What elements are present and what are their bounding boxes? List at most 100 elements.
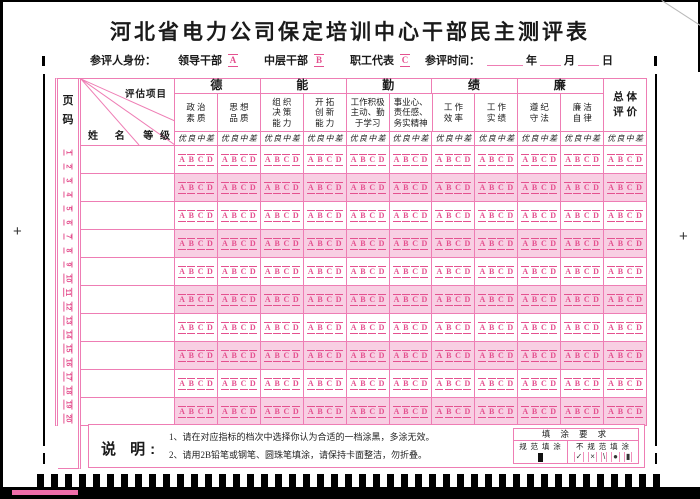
bubble-D[interactable]: D: [377, 321, 386, 334]
bubble-A[interactable]: A: [564, 237, 573, 250]
bubble-B[interactable]: B: [401, 265, 410, 278]
bubble-D[interactable]: D: [205, 237, 214, 250]
bubble-D[interactable]: D: [420, 321, 429, 334]
bubble-B[interactable]: B: [316, 349, 325, 362]
bubble-B[interactable]: B: [487, 349, 496, 362]
bubble-A[interactable]: A: [263, 293, 272, 306]
bubble-C[interactable]: C: [454, 405, 463, 418]
bubble-C[interactable]: C: [196, 349, 205, 362]
bubble-D[interactable]: D: [248, 153, 257, 166]
bubble-D[interactable]: D: [463, 293, 472, 306]
bubble-C[interactable]: C: [539, 209, 548, 222]
bubble-D[interactable]: D: [549, 405, 558, 418]
bubble-A[interactable]: A: [564, 377, 573, 390]
bubble-C[interactable]: C: [239, 293, 248, 306]
bubble-B[interactable]: B: [401, 293, 410, 306]
bubble-D[interactable]: D: [549, 209, 558, 222]
bubble-C[interactable]: C: [625, 265, 634, 278]
bubble-D[interactable]: D: [592, 293, 601, 306]
bubble-C[interactable]: C: [411, 377, 420, 390]
time-blank[interactable]: [487, 54, 523, 66]
bubble-D[interactable]: D: [506, 349, 515, 362]
bubble-B[interactable]: B: [616, 349, 625, 362]
bubble-B[interactable]: B: [230, 349, 239, 362]
bubble-C[interactable]: C: [196, 405, 205, 418]
bubble-D[interactable]: D: [334, 237, 343, 250]
bubble-A[interactable]: A: [435, 349, 444, 362]
bubble-A[interactable]: A: [564, 181, 573, 194]
bubble-C[interactable]: C: [582, 377, 591, 390]
bubble-B[interactable]: B: [487, 153, 496, 166]
bubble-D[interactable]: D: [634, 405, 643, 418]
bubble-D[interactable]: D: [205, 321, 214, 334]
bubble-B[interactable]: B: [230, 181, 239, 194]
bubble-C[interactable]: C: [368, 321, 377, 334]
bubble-C[interactable]: C: [239, 153, 248, 166]
bubble-D[interactable]: D: [205, 293, 214, 306]
bubble-C[interactable]: C: [496, 181, 505, 194]
name-cell[interactable]: [81, 174, 175, 201]
bubble-B[interactable]: B: [230, 405, 239, 418]
bubble-B[interactable]: B: [316, 405, 325, 418]
bubble-C[interactable]: C: [582, 293, 591, 306]
bubble-C[interactable]: C: [625, 153, 634, 166]
identity-bubble-A[interactable]: A: [228, 53, 238, 67]
bubble-C[interactable]: C: [625, 405, 634, 418]
bubble-D[interactable]: D: [463, 209, 472, 222]
bubble-C[interactable]: C: [496, 349, 505, 362]
bubble-B[interactable]: B: [487, 265, 496, 278]
bubble-B[interactable]: B: [530, 377, 539, 390]
bubble-D[interactable]: D: [463, 181, 472, 194]
bubble-A[interactable]: A: [349, 265, 358, 278]
bubble-A[interactable]: A: [220, 321, 229, 334]
bubble-A[interactable]: A: [478, 153, 487, 166]
bubble-B[interactable]: B: [444, 405, 453, 418]
bubble-D[interactable]: D: [463, 405, 472, 418]
bubble-D[interactable]: D: [549, 181, 558, 194]
bubble-A[interactable]: A: [564, 209, 573, 222]
bubble-C[interactable]: C: [625, 321, 634, 334]
bubble-B[interactable]: B: [616, 321, 625, 334]
name-cell[interactable]: [81, 370, 175, 397]
bubble-B[interactable]: B: [401, 321, 410, 334]
bubble-D[interactable]: D: [506, 181, 515, 194]
bubble-C[interactable]: C: [582, 209, 591, 222]
bubble-A[interactable]: A: [607, 377, 616, 390]
bubble-A[interactable]: A: [220, 209, 229, 222]
bubble-A[interactable]: A: [178, 209, 186, 222]
bubble-D[interactable]: D: [205, 349, 214, 362]
bubble-A[interactable]: A: [392, 265, 401, 278]
bubble-B[interactable]: B: [530, 181, 539, 194]
bubble-B[interactable]: B: [401, 209, 410, 222]
bubble-A[interactable]: A: [435, 181, 444, 194]
bubble-D[interactable]: D: [506, 209, 515, 222]
bubble-A[interactable]: A: [435, 237, 444, 250]
bubble-D[interactable]: D: [248, 181, 257, 194]
bubble-D[interactable]: D: [205, 181, 214, 194]
bubble-D[interactable]: D: [377, 377, 386, 390]
bubble-A[interactable]: A: [607, 181, 616, 194]
bubble-D[interactable]: D: [634, 349, 643, 362]
bubble-B[interactable]: B: [530, 209, 539, 222]
bubble-C[interactable]: C: [539, 293, 548, 306]
bubble-A[interactable]: A: [263, 265, 272, 278]
bubble-D[interactable]: D: [420, 181, 429, 194]
bubble-D[interactable]: D: [334, 405, 343, 418]
bubble-A[interactable]: A: [349, 153, 358, 166]
bubble-C[interactable]: C: [282, 237, 291, 250]
bubble-A[interactable]: A: [306, 209, 315, 222]
bubble-D[interactable]: D: [420, 209, 429, 222]
bubble-C[interactable]: C: [496, 293, 505, 306]
bubble-A[interactable]: A: [607, 293, 616, 306]
bubble-D[interactable]: D: [592, 181, 601, 194]
bubble-B[interactable]: B: [273, 405, 282, 418]
bubble-B[interactable]: B: [573, 265, 582, 278]
bubble-D[interactable]: D: [205, 405, 214, 418]
bubble-D[interactable]: D: [377, 209, 386, 222]
bubble-A[interactable]: A: [607, 209, 616, 222]
bubble-D[interactable]: D: [549, 377, 558, 390]
bubble-D[interactable]: D: [291, 405, 300, 418]
bubble-C[interactable]: C: [368, 293, 377, 306]
bubble-D[interactable]: D: [592, 209, 601, 222]
bubble-B[interactable]: B: [573, 293, 582, 306]
